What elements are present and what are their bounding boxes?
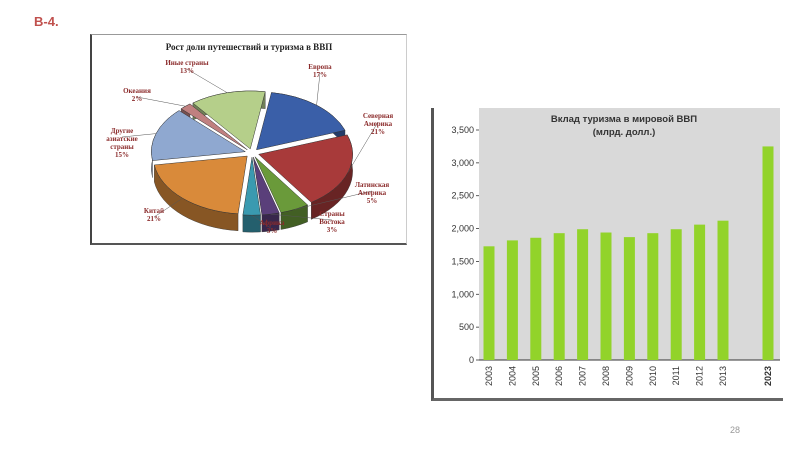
- y-tick-label: 3,000: [451, 158, 474, 168]
- slide-label: В-4.: [34, 14, 59, 29]
- bar-chart-subtitle: (млрд. долл.): [593, 127, 656, 138]
- x-tick-label: 2004: [507, 366, 517, 386]
- pie-slice-name: Африка: [260, 219, 285, 227]
- pie-leader-line: [294, 190, 373, 210]
- x-tick-label: 2005: [531, 366, 541, 386]
- pie-slice-name: Северная Америка: [363, 112, 394, 128]
- y-tick-label: 500: [459, 322, 474, 332]
- pie-chart: Рост доли путешествий и туризма в ВВП Ев…: [106, 42, 394, 235]
- pie-slice-name: Европа: [308, 63, 332, 71]
- x-tick-label: 2006: [554, 366, 564, 386]
- pie-slice-value: 13%: [180, 67, 194, 75]
- pie-chart-panel: Рост доли путешествий и туризма в ВВП Ев…: [90, 34, 407, 245]
- pie-slice-value: 2%: [132, 95, 143, 103]
- pie-slice-value: 5%: [367, 197, 378, 205]
- pie-slice-value: 21%: [371, 128, 385, 136]
- x-tick-label: 2012: [695, 366, 705, 386]
- pie-slice-name: Китай: [144, 207, 164, 215]
- x-tick-label: 2023: [763, 366, 773, 386]
- pie-slice: [180, 103, 248, 151]
- x-tick-label: 2003: [484, 366, 494, 386]
- bar: [717, 220, 729, 360]
- bar: [506, 240, 518, 360]
- bar: [670, 229, 682, 360]
- x-tick-label: 2007: [578, 366, 588, 386]
- x-tick-label: 2010: [648, 366, 658, 386]
- pie-slice-value: 17%: [313, 71, 327, 79]
- pie-leader-line: [316, 72, 321, 106]
- pie-slice-name: Океания: [123, 87, 151, 95]
- bar: [647, 233, 659, 360]
- pie-slice-value: 3%: [327, 226, 338, 234]
- pie-slice-side: [242, 214, 261, 233]
- pie-slice: [153, 155, 248, 215]
- bar: [483, 246, 495, 360]
- pie-leader-line: [121, 133, 157, 138]
- bar: [553, 233, 565, 360]
- bar: [694, 224, 706, 360]
- y-tick-label: 2,500: [451, 191, 474, 201]
- bar-chart-panel: Вклад туризма в мировой ВВП (млрд. долл.…: [431, 108, 783, 401]
- y-tick-label: 2,000: [451, 224, 474, 234]
- pie-slice: [253, 157, 280, 216]
- pie-leader-line: [270, 213, 333, 221]
- pie-leader-line: [347, 121, 379, 173]
- pie-slice: [256, 92, 346, 151]
- pie-leader-line: [153, 198, 183, 218]
- pie-slice-value: 15%: [115, 151, 129, 159]
- bar: [600, 232, 612, 360]
- bar: [577, 229, 589, 360]
- y-tick-label: 0: [469, 355, 474, 365]
- pie-leader-line: [136, 96, 186, 107]
- y-tick-label: 3,500: [451, 125, 474, 135]
- bar: [623, 237, 635, 360]
- pie-slice-name: Страны Востока: [319, 210, 345, 226]
- pie-slice: [151, 110, 247, 161]
- x-tick-label: 2009: [624, 366, 634, 386]
- bar-chart: Вклад туризма в мировой ВВП (млрд. долл.…: [451, 108, 780, 386]
- bar-chart-title: Вклад туризма в мировой ВВП: [551, 114, 697, 125]
- x-tick-label: 2008: [601, 366, 611, 386]
- pie-slice: [242, 157, 261, 216]
- pie-slice-name: Иные страны: [165, 59, 209, 67]
- bar: [530, 237, 542, 360]
- pie-leader-line: [251, 214, 273, 230]
- x-tick-label: 2011: [671, 366, 681, 385]
- pie-slice-value: 3%: [267, 227, 278, 235]
- x-tick-label: 2013: [718, 366, 728, 386]
- bar: [762, 146, 774, 360]
- pie-slice-name: Латинская Америка: [355, 181, 390, 197]
- page-number: 28: [730, 425, 741, 435]
- pie-slice-value: 21%: [147, 215, 161, 223]
- pie-chart-title: Рост доли путешествий и туризма в ВВП: [166, 42, 332, 52]
- pie-slice: [192, 90, 266, 150]
- pie-slice-name: Другие азиатские страны: [106, 127, 137, 151]
- pie-leader-line: [186, 68, 228, 93]
- y-tick-label: 1,500: [451, 256, 474, 266]
- y-tick-label: 1,000: [451, 289, 474, 299]
